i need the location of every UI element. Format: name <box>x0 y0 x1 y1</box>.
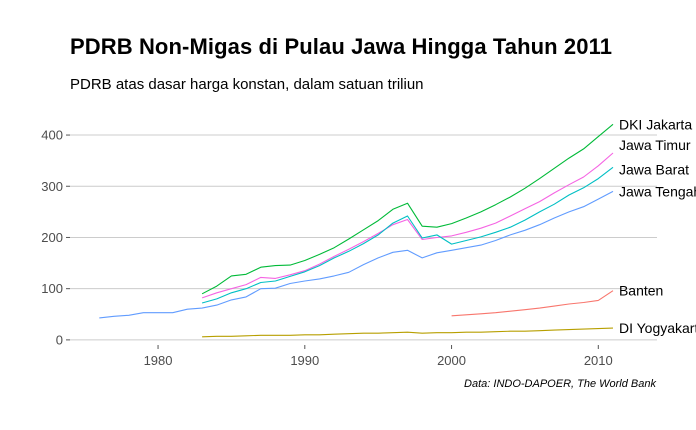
series-line-jawa-barat <box>201 166 614 304</box>
x-tick-label: 1990 <box>290 353 319 368</box>
series-label-dki-jakarta: DKI Jakarta <box>619 116 692 132</box>
x-tick-label: 2000 <box>437 353 466 368</box>
x-tick-label: 2010 <box>584 353 613 368</box>
y-tick-label: 100 <box>41 281 63 296</box>
series-label-jawa-timur: Jawa Timur <box>619 137 691 153</box>
series-label-di-yogyakarta: DI Yogyakarta <box>619 320 696 336</box>
series-line-di-yogyakarta <box>202 327 614 338</box>
y-tick-label: 200 <box>41 230 63 245</box>
series-lines <box>99 123 614 338</box>
chart-caption: Data: INDO-DAPOER, The World Bank <box>464 378 656 390</box>
axes: 0 100 200 300 400 1980 1990 2000 2010 <box>41 128 612 368</box>
y-tick-label: 300 <box>41 179 63 194</box>
y-tick-label: 400 <box>41 128 63 143</box>
gridlines <box>70 134 657 341</box>
series-line-jawa-tengah <box>99 190 614 319</box>
series-line-dki-jakarta <box>201 123 614 295</box>
series-line-jawa-timur <box>201 152 614 299</box>
y-tick-label: 0 <box>56 332 63 347</box>
series-label-jawa-barat: Jawa Barat <box>619 161 689 177</box>
x-tick-label: 1980 <box>144 353 173 368</box>
chart-subtitle: PDRB atas dasar harga konstan, dalam sat… <box>70 76 424 93</box>
series-label-banten: Banten <box>619 283 663 299</box>
series-label-jawa-tengah: Jawa Tengah <box>619 183 696 199</box>
series-labels: DKI Jakarta Jawa Timur Jawa Barat Jawa Teng… <box>619 116 696 336</box>
series-line-banten <box>451 290 614 317</box>
chart-title: PDRB Non-Migas di Pulau Jawa Hingga Tahu… <box>70 34 613 59</box>
